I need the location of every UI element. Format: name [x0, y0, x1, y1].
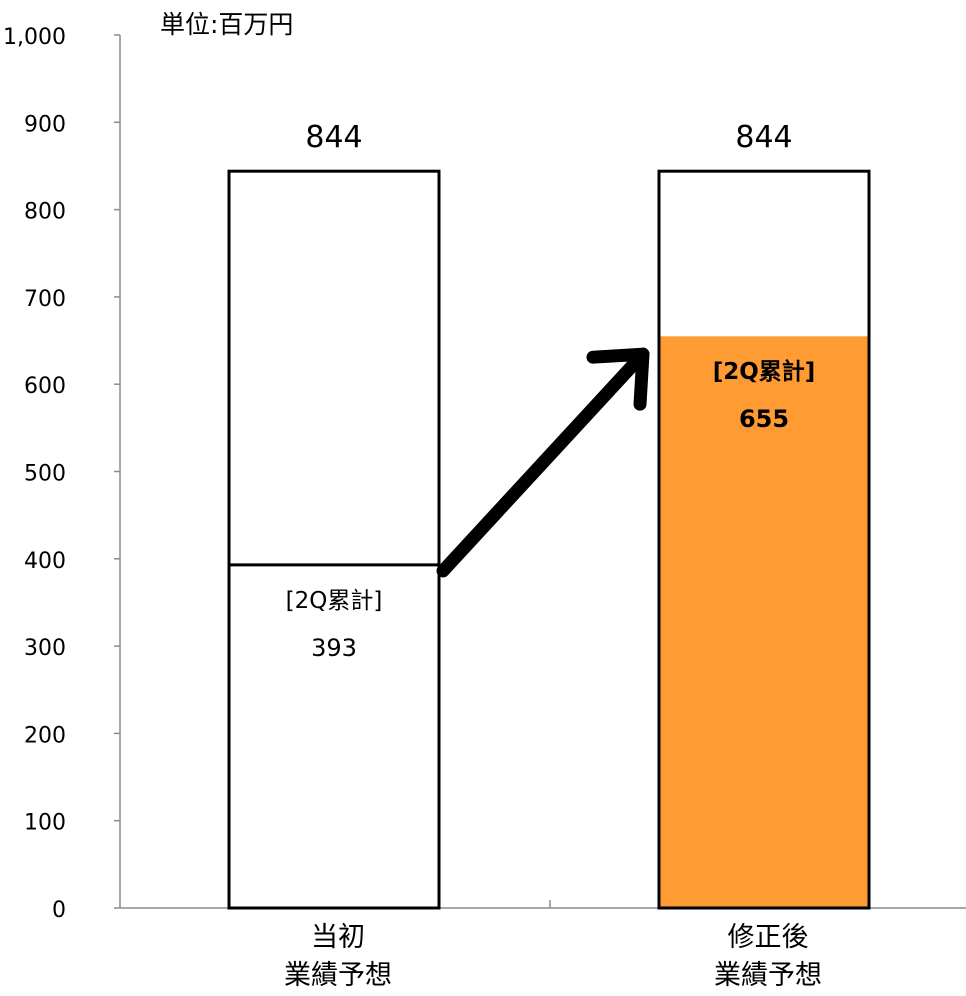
x-category-label: 当初: [311, 922, 365, 953]
segment-data-label: 655: [739, 405, 789, 433]
y-tick-label: 600: [24, 374, 66, 399]
x-category-label: 修正後: [728, 922, 809, 953]
x-category-label: 業績予想: [714, 960, 822, 991]
y-tick-label: 800: [24, 200, 66, 225]
unit-label: 単位:百万円: [160, 10, 293, 39]
y-tick-label: 400: [24, 549, 66, 574]
bar-outline: [227, 169, 441, 910]
bars: 844 [2Q累計] 393 844 [2Q累計] 655: [227, 120, 871, 910]
bar-segment-rest: [229, 171, 439, 565]
arrow-head: [586, 347, 650, 411]
bar-segment-2q: [659, 336, 869, 908]
total-data-label: 844: [735, 120, 792, 155]
bar-segment-rest: [659, 171, 869, 337]
arrow-shaft: [436, 347, 650, 578]
bar-segment-2q: [229, 564, 439, 908]
y-tick-labels: 0 100 200 300 400 500 600 700 800 900 1,000: [3, 25, 66, 923]
segment-label: [2Q累計]: [713, 358, 816, 385]
y-tick-label: 200: [24, 723, 66, 748]
segment-data-label: 393: [311, 634, 357, 662]
y-tick-label: 900: [24, 112, 66, 137]
segment-label: [2Q累計]: [286, 588, 383, 614]
y-tick-label: 100: [24, 811, 66, 836]
x-category-label: 業績予想: [284, 960, 392, 991]
y-tick-label: 700: [24, 287, 66, 312]
y-tick-label: 500: [24, 462, 66, 487]
bar-outline: [657, 169, 871, 910]
total-data-label: 844: [305, 120, 362, 155]
y-tick-label: 0: [52, 898, 66, 923]
y-tick-label: 300: [24, 636, 66, 661]
y-tick-label: 1,000: [3, 25, 66, 50]
